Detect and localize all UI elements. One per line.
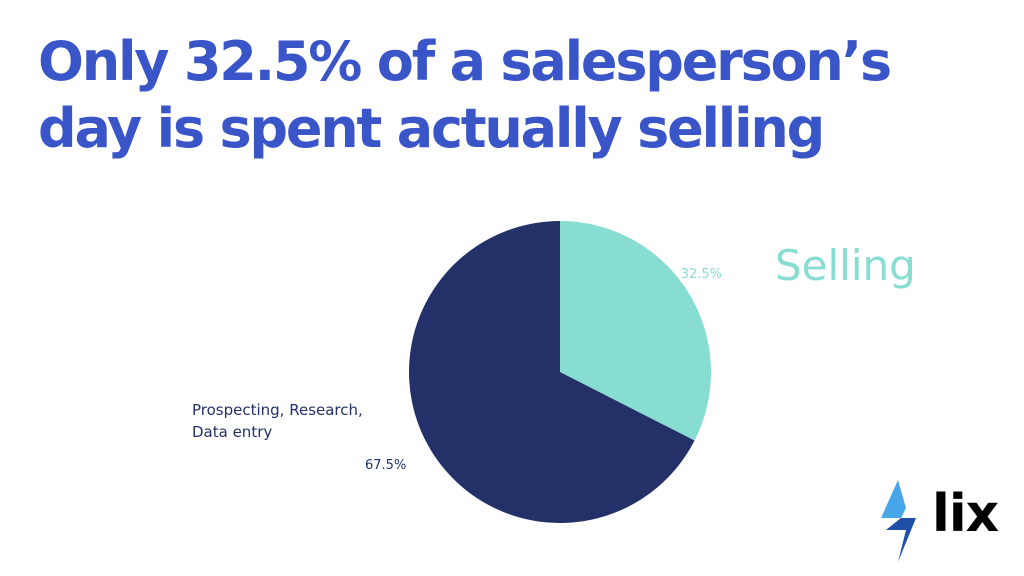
prospecting-category-label-line-2: Data entry xyxy=(192,423,272,441)
selling-category-label: Selling xyxy=(775,241,916,290)
prospecting-category-label-line-1: Prospecting, Research, xyxy=(192,401,363,419)
bolt-upper-part xyxy=(881,480,906,518)
page-title: Only 32.5% of a salesperson’s day is spe… xyxy=(38,28,892,162)
lix-logo: lix xyxy=(876,478,1006,564)
pie-slice-prospecting xyxy=(409,220,695,523)
logo-wordmark: lix xyxy=(932,484,999,544)
selling-value-label: 32.5% xyxy=(681,267,722,282)
prospecting-value-label: 67.5% xyxy=(365,458,406,473)
title-line-1: Only 32.5% of a salesperson’s xyxy=(38,30,892,93)
title-line-2: day is spent actually selling xyxy=(38,97,825,160)
lightning-bolt-icon xyxy=(881,480,916,562)
pie-slice-selling xyxy=(560,221,712,441)
bolt-lower-part xyxy=(886,518,916,562)
